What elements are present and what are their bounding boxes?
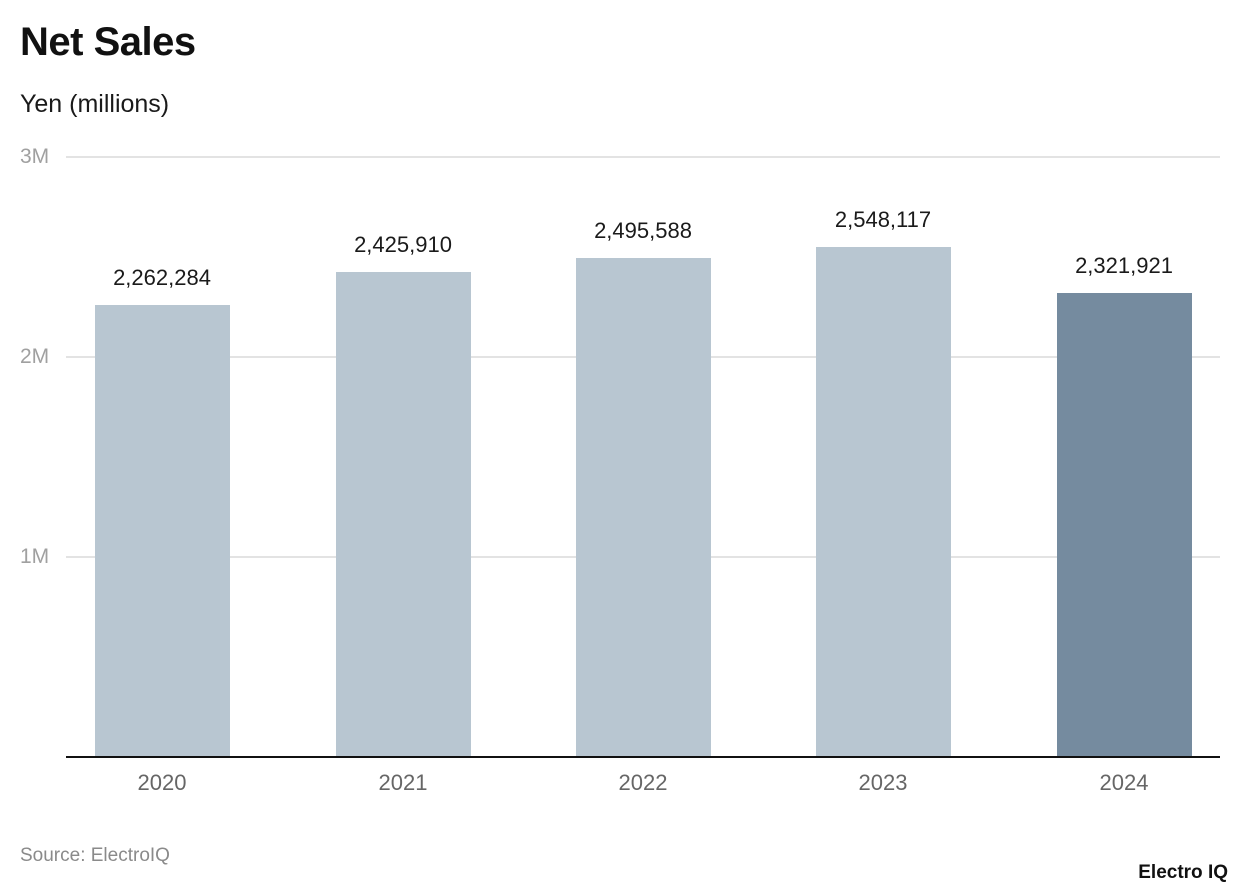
chart-subtitle: Yen (millions) [20, 90, 170, 118]
x-tick-label: 2021 [378, 770, 428, 795]
x-tick-label: 2020 [137, 770, 187, 795]
x-tick-label: 2023 [858, 770, 908, 795]
gridline [66, 156, 1220, 158]
bar-value-label: 2,425,910 [354, 231, 452, 257]
brand-logo: Electro IQ [1138, 862, 1228, 883]
x-axis-line [66, 756, 1220, 758]
chart-title: Net Sales [20, 20, 196, 64]
bar-value-label: 2,495,588 [594, 217, 692, 243]
y-tick-label: 2M [20, 345, 50, 368]
bar-2022[interactable] [575, 257, 711, 757]
bar-2024[interactable] [1056, 292, 1192, 757]
bar-value-label: 2,321,921 [1075, 252, 1173, 278]
y-tick-label: 1M [20, 545, 50, 568]
x-tick-label: 2022 [618, 770, 668, 795]
bar-value-label: 2,262,284 [113, 264, 211, 290]
bar-2020[interactable] [94, 304, 230, 757]
source-note: Source: ElectroIQ [20, 845, 170, 866]
bar-value-label: 2,548,117 [834, 207, 932, 233]
x-tick-label: 2024 [1099, 770, 1149, 795]
bar-2021[interactable] [335, 271, 471, 757]
y-tick-label: 3M [20, 145, 50, 168]
bar-2023[interactable] [815, 247, 951, 757]
